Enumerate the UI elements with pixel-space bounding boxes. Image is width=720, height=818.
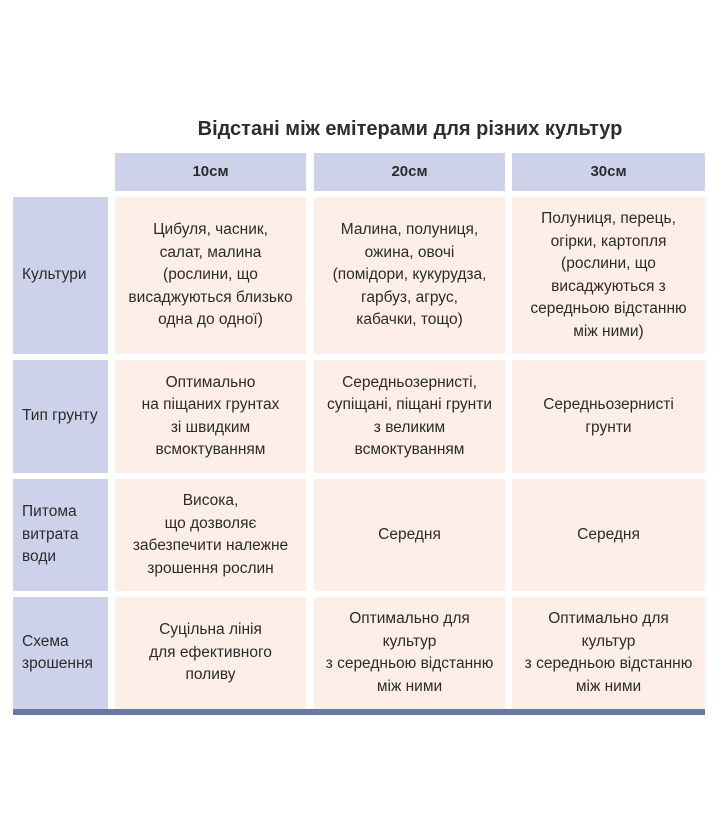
table-title: Відстані між емітерами для різних культу… (197, 118, 623, 140)
row-label-cultures: Культури (13, 197, 108, 354)
table-cell: Середня (314, 479, 505, 591)
table-cell: Оптимально для культур з середньою відст… (512, 597, 705, 709)
table-cell: Полуниця, перець, огірки, картопля (росл… (512, 197, 705, 354)
table-cell: Середня (512, 479, 705, 591)
table-cell: Суцільна лінія для ефективного поливу (115, 597, 306, 709)
table-cell: Оптимально для культур з середньою відст… (314, 597, 505, 709)
column-header-10cm: 10см (115, 153, 306, 191)
table-cell: Цибуля, часник, салат, малина (рослини, … (115, 197, 306, 354)
table-bottom-border (13, 709, 705, 715)
column-header-30cm: 30см (512, 153, 705, 191)
table-cell: Середньозернисті, супіщані, піщані грунт… (314, 360, 505, 473)
table-cell: Малина, полуниця, ожина, овочі (помідори… (314, 197, 505, 354)
row-label-irrigation-scheme: Схема зрошення (13, 597, 108, 709)
row-label-water-consumption: Питома витрата води (13, 479, 108, 591)
column-header-20cm: 20см (314, 153, 505, 191)
table-cell: Висока, що дозволяє забезпечити належне … (115, 479, 306, 591)
row-label-soil-type: Тип грунту (13, 360, 108, 473)
table-cell: Середньозернисті грунти (512, 360, 705, 473)
table-cell: Оптимально на піщаних грунтах зі швидким… (115, 360, 306, 473)
